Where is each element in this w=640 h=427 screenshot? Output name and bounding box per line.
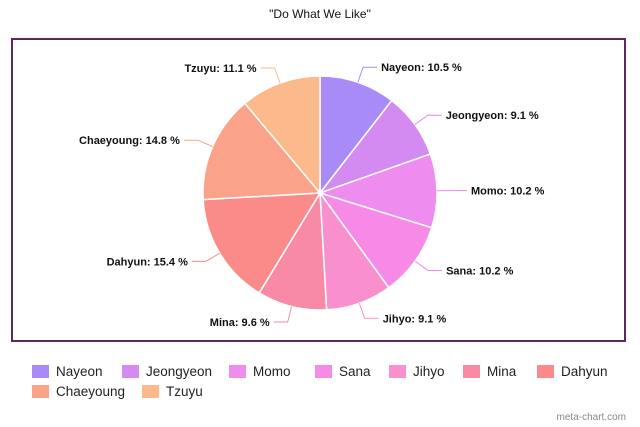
legend-item-mina[interactable]: Mina (463, 362, 516, 380)
slice-label-nayeon: Nayeon: 10.5 % (381, 62, 462, 74)
watermark: meta-chart.com (556, 412, 626, 423)
legend-item-sana[interactable]: Sana (315, 362, 371, 380)
pie-slice-chaeyoung (202, 102, 322, 201)
legend-swatch (463, 364, 480, 378)
slice-label-tzuyu: Tzuyu: 11.1 % (184, 63, 256, 75)
legend-item-chaeyoung[interactable]: Chaeyoung (32, 382, 125, 400)
legend-label: Tzuyu (166, 383, 203, 399)
pie-slice-tzuyu (243, 75, 321, 196)
legend-swatch (122, 364, 139, 378)
legend-label: Jeongyeon (146, 363, 213, 379)
slice-label-dahyun: Dahyun: 15.4 % (107, 256, 189, 268)
pie-slice-nayeon (319, 75, 393, 196)
leader-line-sana (414, 260, 443, 271)
pie-slice-sana (318, 191, 433, 289)
legend-label: Nayeon (56, 363, 103, 379)
pie-chart: Nayeon: 10.5 % Jeongyeon: 9.1 % Momo: 10.2… (79, 62, 545, 329)
pie-slice-momo (317, 153, 438, 229)
legend-swatch (537, 364, 554, 378)
legend-label: Sana (339, 363, 371, 379)
slice-label-sana: Sana: 10.2 % (446, 266, 513, 278)
leader-line-chaeyoung (183, 139, 213, 147)
legend-label: Dahyun (561, 363, 608, 379)
legend-label: Momo (253, 363, 291, 379)
leader-line-jeongyeon (414, 114, 442, 125)
legend-swatch (142, 384, 159, 398)
legend-item-jeongyeon[interactable]: Jeongyeon (122, 362, 212, 380)
leader-line-jihyo (358, 303, 379, 319)
leader-line-nayeon (357, 66, 378, 83)
slice-label-mina: Mina: 9.6 % (210, 317, 270, 329)
leader-line-dahyun (191, 252, 220, 262)
legend-swatch (389, 364, 406, 378)
chart-title: "Do What We Like" (269, 7, 371, 21)
slice-label-jeongyeon: Jeongyeon: 9.1 % (446, 110, 539, 122)
pie-slice-dahyun (202, 192, 322, 294)
legend-swatch (315, 364, 332, 378)
slice-label-jihyo: Jihyo: 9.1 % (383, 313, 447, 325)
legend-swatch (32, 364, 49, 378)
legend-label: Mina (487, 363, 517, 379)
legend-item-nayeon[interactable]: Nayeon (32, 362, 103, 380)
legend-label: Jihyo (413, 363, 445, 379)
legend-item-jihyo[interactable]: Jihyo (389, 362, 445, 380)
legend-item-tzuyu[interactable]: Tzuyu (142, 382, 203, 400)
legend-label: Chaeyoung (56, 383, 126, 399)
leader-line-mina (273, 306, 293, 323)
legend-item-momo[interactable]: Momo (229, 362, 291, 380)
leader-line-tzuyu (260, 67, 281, 84)
slice-label-momo: Momo: 10.2 % (471, 186, 545, 198)
legend-item-dahyun[interactable]: Dahyun (537, 362, 608, 380)
legend-swatch (229, 364, 246, 378)
legend-swatch (32, 384, 49, 398)
plot-frame (11, 38, 626, 342)
slice-label-chaeyoung: Chaeyoung: 14.8 % (79, 135, 180, 147)
